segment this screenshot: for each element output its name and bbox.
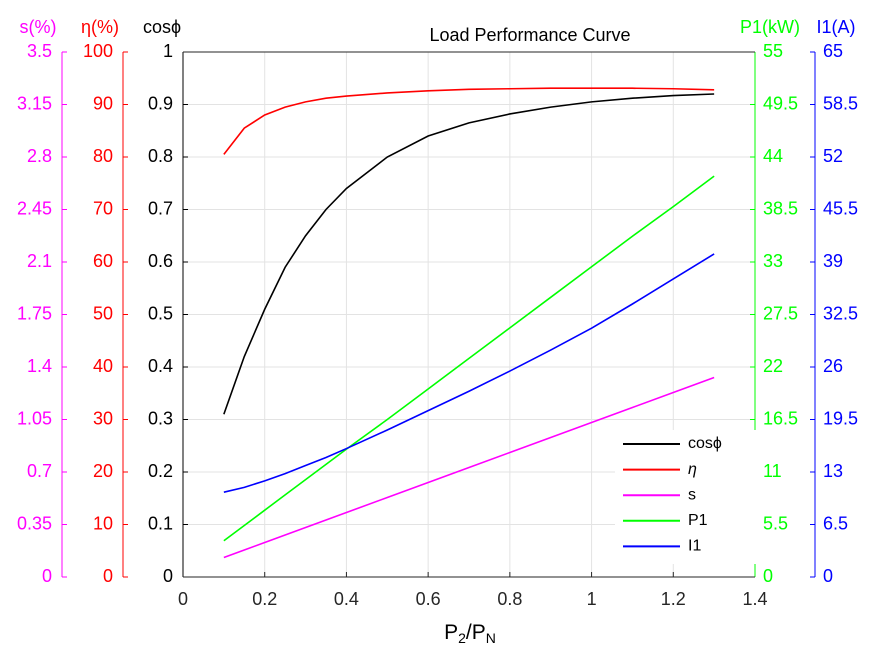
y-tick-label: 20 (93, 461, 113, 481)
y-tick-label: 11 (763, 461, 782, 481)
legend-label: s (688, 486, 696, 503)
y-tick-label: 0.3 (148, 408, 173, 428)
y-tick-label: 0.1 (148, 513, 173, 533)
y-tick-label: 40 (93, 356, 113, 376)
y-tick-label: 1.05 (17, 408, 52, 428)
series-line (223, 175, 715, 542)
y-tick-label: 27.5 (763, 303, 798, 323)
y-tick-label: 0 (163, 566, 173, 586)
y-tick-label: 0.5 (148, 303, 173, 323)
y-tick-label: 2.45 (17, 198, 52, 218)
x-tick-label: 1 (587, 589, 597, 609)
x-tick-label: 1.2 (661, 589, 686, 609)
y-tick-label: 10 (93, 513, 113, 533)
x-tick-label: 0.2 (252, 589, 277, 609)
x-label-sub: N (486, 630, 496, 646)
y-tick-label: 58.5 (823, 93, 858, 113)
y-axis-label: I1(A) (816, 17, 855, 37)
y-tick-label: 52 (823, 146, 843, 166)
y-tick-label: 2.1 (27, 251, 52, 271)
y-tick-label: 60 (93, 251, 113, 271)
y-tick-label: 0.4 (148, 356, 173, 376)
y-tick-label: 33 (763, 251, 783, 271)
y-tick-label: 80 (93, 146, 113, 166)
y-tick-label: 0.2 (148, 461, 173, 481)
y-axis-label: P1(kW) (740, 17, 800, 37)
x-label-sub: 2 (458, 630, 466, 646)
y-tick-label: 1 (163, 41, 173, 61)
y-axis-label: s(%) (20, 17, 57, 37)
y-tick-label: 0 (103, 566, 113, 586)
x-label-part: /P (466, 621, 486, 644)
y-tick-label: 50 (93, 303, 113, 323)
y-tick-label: 2.8 (27, 146, 52, 166)
y-tick-label: 19.5 (823, 408, 858, 428)
y-tick-label: 26 (823, 356, 843, 376)
series-line (223, 376, 715, 559)
x-tick-label: 1.4 (742, 589, 767, 609)
y-tick-label: 0 (823, 566, 833, 586)
legend-label: P1 (688, 512, 708, 529)
y-tick-label: 45.5 (823, 198, 858, 218)
y-tick-label: 0.35 (17, 513, 52, 533)
legend-label: η (688, 461, 697, 478)
x-axis-label: P2/PN (444, 621, 496, 646)
y-tick-label: 0 (763, 566, 773, 586)
y-axis-label: η(%) (81, 17, 119, 37)
series-line (223, 87, 715, 155)
y-tick-label: 49.5 (763, 93, 798, 113)
y-tick-label: 0.8 (148, 146, 173, 166)
legend-box (615, 430, 760, 564)
y-tick-label: 0 (42, 566, 52, 586)
y-tick-label: 100 (83, 41, 113, 61)
y-tick-label: 0.7 (27, 461, 52, 481)
chart-title: Load Performance Curve (429, 25, 630, 45)
x-tick-label: 0.8 (497, 589, 522, 609)
y-tick-label: 0.9 (148, 93, 173, 113)
y-tick-label: 0.6 (148, 251, 173, 271)
y-tick-label: 90 (93, 93, 113, 113)
series-line (223, 253, 715, 493)
x-tick-label: 0.4 (334, 589, 359, 609)
y-tick-label: 38.5 (763, 198, 798, 218)
y-tick-label: 1.75 (17, 303, 52, 323)
y-tick-label: 3.15 (17, 93, 52, 113)
y-tick-label: 70 (93, 198, 113, 218)
x-tick-label: 0 (178, 589, 188, 609)
y-tick-label: 55 (763, 41, 783, 61)
y-tick-label: 1.4 (27, 356, 52, 376)
y-tick-label: 0.7 (148, 198, 173, 218)
y-tick-label: 13 (823, 461, 843, 481)
legend-label: cosϕ (688, 435, 722, 452)
y-axis-label: cosϕ (143, 17, 181, 37)
y-tick-label: 22 (763, 356, 783, 376)
y-tick-label: 16.5 (763, 408, 798, 428)
y-tick-label: 6.5 (823, 513, 848, 533)
y-tick-label: 3.5 (27, 41, 52, 61)
y-tick-label: 65 (823, 41, 843, 61)
x-tick-label: 0.6 (416, 589, 441, 609)
y-tick-label: 30 (93, 408, 113, 428)
y-tick-label: 44 (763, 146, 783, 166)
series-line (223, 93, 715, 415)
x-label-part: P (444, 621, 458, 644)
y-tick-label: 5.5 (763, 513, 788, 533)
y-tick-label: 39 (823, 251, 843, 271)
y-tick-label: 32.5 (823, 303, 858, 323)
legend-label: I1 (688, 538, 701, 555)
